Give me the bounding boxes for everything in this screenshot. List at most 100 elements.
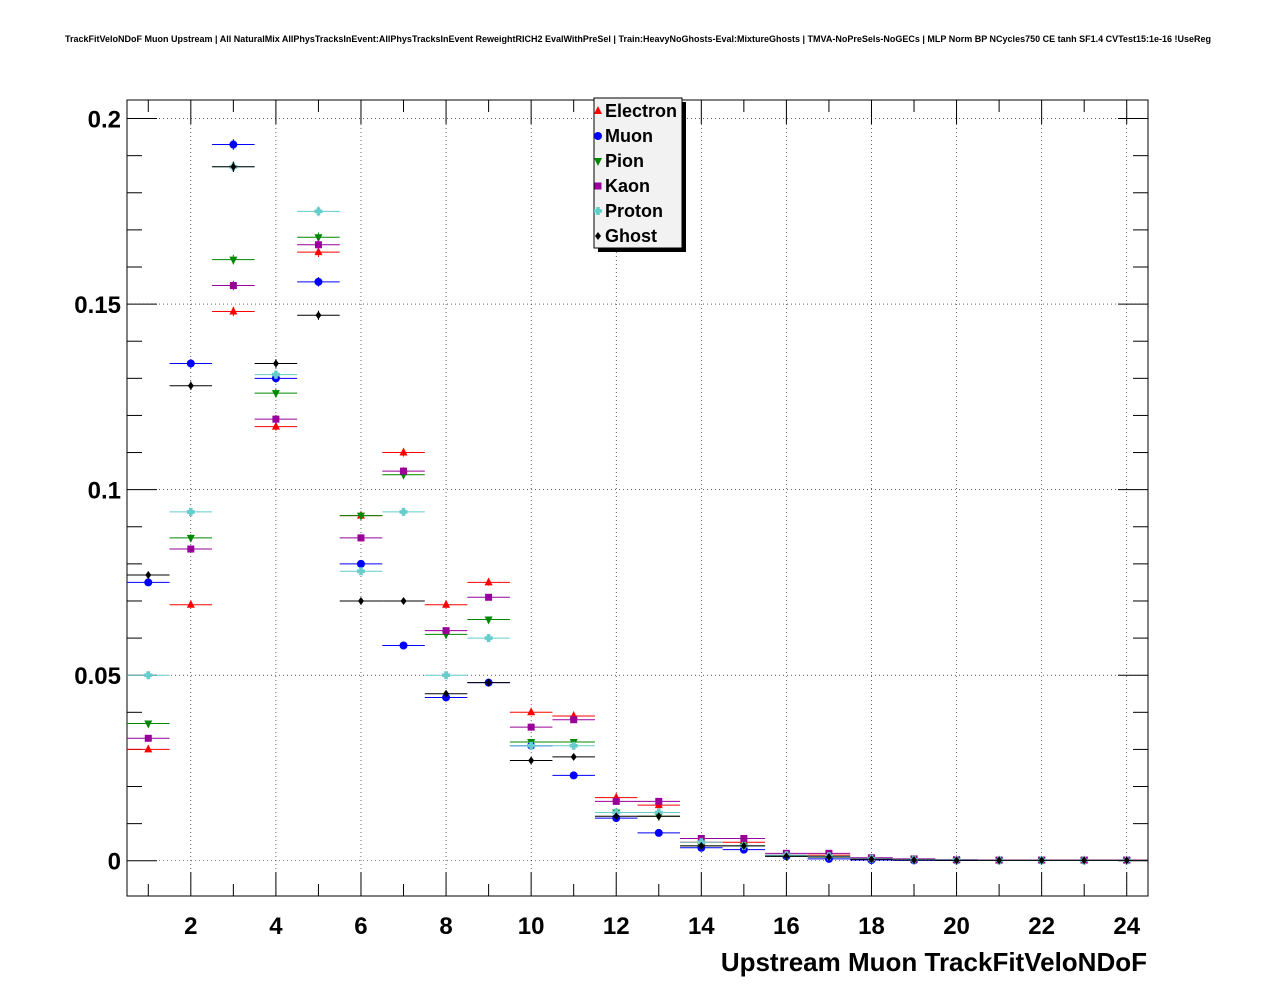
kaon-point	[144, 734, 152, 742]
muon-point	[186, 359, 195, 368]
legend-label-proton: Proton	[605, 201, 663, 221]
proton-point	[569, 741, 578, 750]
proton-point	[186, 507, 195, 516]
proton-point	[271, 370, 280, 379]
ghost-point	[613, 812, 620, 821]
proton-point	[144, 671, 153, 680]
ghost-point	[485, 678, 492, 687]
y-tick-label: 0.1	[88, 478, 121, 505]
ghost-point	[230, 162, 237, 171]
x-tick-label: 16	[773, 913, 800, 940]
ghost-point	[187, 381, 194, 390]
kaon-point	[229, 282, 237, 290]
legend-label-muon: Muon	[605, 126, 653, 146]
legend-marker-electron	[594, 106, 602, 114]
muon-point	[654, 828, 663, 837]
x-tick-label: 12	[603, 913, 630, 940]
proton-point	[442, 671, 451, 680]
legend-marker-kaon	[594, 182, 602, 190]
muon-point	[314, 277, 323, 286]
y-tick-labels: 0 0.05 0.1 0.15 0.2	[74, 107, 121, 876]
x-tick-label: 10	[518, 913, 545, 940]
ghost-point	[570, 752, 577, 761]
kaon-point	[187, 545, 195, 553]
x-tick-label: 2	[184, 913, 197, 940]
kaon-point	[570, 716, 578, 724]
ghost-point	[698, 841, 705, 850]
pion-point	[484, 616, 493, 625]
kaon-point	[442, 627, 450, 635]
ghost-point	[655, 812, 662, 821]
legend-label-ghost: Ghost	[605, 226, 657, 246]
ghost-point	[400, 596, 407, 605]
electron-point	[229, 306, 238, 315]
legend-label-pion: Pion	[605, 151, 644, 171]
x-tick-label: 24	[1113, 913, 1140, 940]
electron-point	[271, 421, 280, 430]
legend: Electron Muon Pion Kaon Proton Ghost	[593, 97, 686, 252]
electron-point	[144, 744, 153, 753]
series-pion	[127, 232, 1148, 866]
ghost-point	[740, 841, 747, 850]
pion-point	[271, 390, 280, 399]
ghost-point	[1038, 856, 1045, 865]
ghost-point	[315, 311, 322, 320]
chart-title: TrackFitVeloNDoF Muon Upstream | All Nat…	[65, 34, 1211, 44]
x-tick-label: 6	[354, 913, 367, 940]
kaon-point	[740, 834, 748, 842]
x-tick-labels: 2 4 6 8 10 12 14 16 18 20 22 24	[184, 913, 1141, 940]
series-ghost	[127, 161, 1148, 865]
proton-point	[527, 741, 536, 750]
proton-point	[314, 207, 323, 216]
electron-point	[399, 447, 408, 456]
ghost-point	[1081, 856, 1088, 865]
pion-point	[314, 234, 323, 243]
legend-label-electron: Electron	[605, 101, 677, 121]
legend-label-kaon: Kaon	[605, 176, 650, 196]
pion-point	[186, 534, 195, 543]
data-series	[127, 139, 1148, 866]
ghost-point	[953, 856, 960, 865]
series-kaon	[127, 239, 1148, 864]
muon-point	[569, 771, 578, 780]
y-tick-label: 0.05	[74, 663, 121, 690]
kaon-point	[612, 797, 620, 805]
series-proton	[127, 161, 1148, 865]
x-tick-label: 20	[943, 913, 970, 940]
ghost-point	[825, 853, 832, 862]
legend-marker-proton	[594, 207, 602, 215]
electron-point	[314, 247, 323, 256]
x-axis-label: Upstream Muon TrackFitVeloNDoF	[721, 947, 1147, 977]
kaon-point	[272, 415, 280, 423]
kaon-point	[400, 467, 408, 475]
ghost-point	[996, 856, 1003, 865]
kaon-point	[655, 797, 663, 805]
proton-point	[399, 507, 408, 516]
kaon-point	[485, 593, 493, 601]
electron-point	[186, 599, 195, 608]
x-tick-label: 8	[439, 913, 452, 940]
kaon-point	[314, 241, 322, 249]
ghost-point	[272, 359, 279, 368]
ghost-point	[783, 852, 790, 861]
ghost-point	[911, 856, 918, 865]
muon-point	[144, 578, 153, 587]
ghost-point	[1123, 856, 1130, 865]
y-tick-label: 0.15	[74, 292, 121, 319]
ghost-point	[357, 596, 364, 605]
y-tick-label: 0	[108, 849, 121, 876]
proton-point	[356, 567, 365, 576]
x-tick-label: 14	[688, 913, 715, 940]
ghost-point	[868, 855, 875, 864]
kaon-point	[527, 723, 535, 731]
pion-point	[356, 512, 365, 521]
series-electron	[127, 247, 1148, 864]
legend-marker-muon	[594, 132, 602, 140]
x-tick-label: 4	[269, 913, 283, 940]
proton-point	[484, 634, 493, 643]
legend-marker-ghost	[595, 232, 601, 240]
x-tick-label: 22	[1028, 913, 1055, 940]
electron-point	[484, 577, 493, 586]
legend-box	[593, 97, 683, 249]
